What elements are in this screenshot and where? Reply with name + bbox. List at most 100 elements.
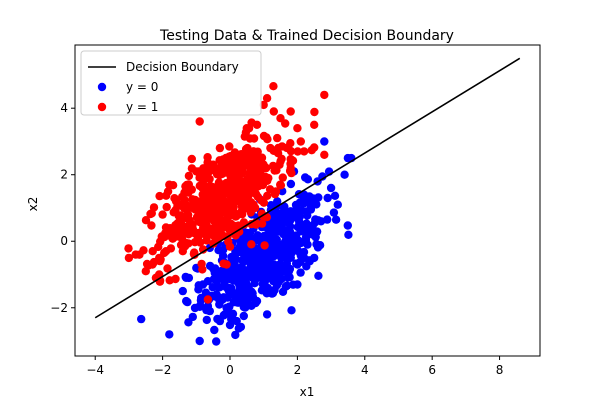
scatter-point [269,211,278,220]
x-axis-label: x1 [300,385,315,399]
scatter-point [232,316,241,326]
x-tick-label: 4 [361,363,369,377]
scatter-point [287,306,296,315]
scatter-point [188,200,198,209]
scatter-point [286,139,295,148]
scatter-point [202,315,211,325]
scatter-point [158,210,167,219]
scatter-point [243,183,252,193]
scatter-point [185,225,195,234]
scatter-point [253,231,262,240]
scatter-point [333,200,342,209]
scatter-point [306,203,316,213]
scatter-point [235,227,244,236]
scatter-point [237,210,247,219]
legend: Decision Boundary y = 0 y = 1 [80,50,262,116]
scatter-point [293,260,302,269]
decision-boundary-line [94,57,521,319]
scatter-point [162,202,171,212]
scatter-point [278,173,287,182]
scatter-point [259,131,269,141]
scatter-point [269,82,278,91]
x-tick-label: 8 [496,363,504,377]
scatter-point [222,303,231,312]
scatter-point [166,224,175,233]
scatter-point [286,163,295,173]
scatter-point [276,223,285,233]
scatter-point [266,260,275,269]
series-y0 [137,137,356,346]
scatter-point [296,137,305,146]
y-axis-label: x2 [26,197,40,212]
scatter-point [286,107,295,116]
scatter-point [330,191,340,200]
scatter-point [269,107,278,116]
scatter-point [215,156,224,165]
axes: −4 −2 0 2 4 6 8 −2 0 2 4 [50,44,541,377]
legend-label: Decision Boundary [126,60,239,74]
scatter-point [141,267,150,276]
scatter-point [219,217,228,226]
scatter-point [147,209,156,218]
scatter-point [195,117,204,126]
scatter-point [246,263,255,273]
scatter-point [242,300,251,309]
scatter-point [131,250,140,259]
scatter-point [277,142,287,151]
scatter-point [229,270,238,279]
scatter-point [205,199,215,208]
scatter-point [249,200,258,209]
scatter-point [320,137,329,146]
scatter-point [249,250,258,259]
scatter-point [304,221,313,231]
scatter-point [343,221,352,230]
scatter-point [344,230,353,239]
scatter-point [205,230,214,239]
scatter-point [197,206,207,215]
scatter-point [208,283,217,292]
scatter-point [293,147,302,156]
scatter-point [205,306,214,316]
scatter-point [312,227,322,236]
scatter-point [232,246,241,255]
scatter-point [209,216,218,225]
scatter-point [303,175,313,184]
scatter-point [212,337,221,346]
y-tick-label: 2 [60,168,68,182]
scatter-point [273,197,282,206]
scatter-point [252,120,262,129]
scatter-point [198,280,208,289]
scatter-point [227,252,236,262]
scatter-point [212,197,221,206]
legend-box [80,50,262,116]
scatter-point [273,133,282,143]
scatter-point [263,272,273,282]
scatter-point [269,286,278,296]
scatter-point [197,259,206,269]
scatter-point [215,316,225,326]
scatter-point [195,181,204,191]
scatter-point [182,183,191,193]
scatter-point [148,260,157,269]
scatter-point [239,196,248,206]
scatter-point [279,243,289,253]
scatter-point [202,186,211,196]
series-y1 [124,82,329,304]
scatter-point [160,232,169,242]
scatter-point [124,244,133,253]
scatter-point [202,173,211,183]
x-tick-label: 2 [294,363,302,377]
scatter-point [249,273,258,282]
scatter-point [252,296,262,306]
scatter-point [171,197,181,206]
scatter-point [247,177,256,186]
y-tick-label: −2 [50,301,68,315]
scatter-point [263,191,272,200]
scatter-point [326,183,336,193]
scatter-point [210,325,219,335]
scatter-point [283,267,292,276]
scatter-point [195,336,204,346]
scatter-point [303,240,312,249]
scatter-point [215,143,225,153]
